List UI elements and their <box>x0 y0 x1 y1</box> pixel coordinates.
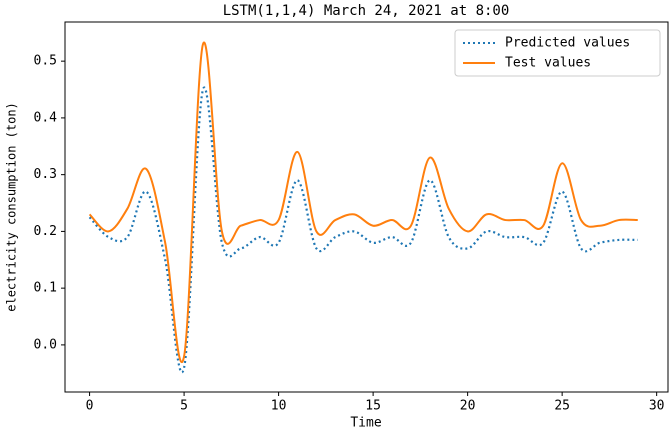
y-axis-label: electricity consumption (ton) <box>5 102 19 312</box>
series-line <box>88 86 638 373</box>
y-tick-label: 0.1 <box>34 281 57 296</box>
x-tick-label: 25 <box>554 399 570 414</box>
chart-title: LSTM(1,1,4) March 24, 2021 at 8:00 <box>223 3 510 19</box>
x-tick-label: 30 <box>649 399 665 414</box>
x-tick-label: 5 <box>180 399 188 414</box>
legend-label: Test values <box>505 56 591 71</box>
series-line <box>88 41 638 364</box>
y-tick-label: 0.5 <box>34 54 57 69</box>
y-tick-label: 0.0 <box>34 337 57 352</box>
legend-label: Predicted values <box>505 36 630 51</box>
x-tick-label: 0 <box>86 399 94 414</box>
y-tick-label: 0.3 <box>34 167 57 182</box>
x-axis-label: Time <box>350 416 381 430</box>
y-tick-label: 0.4 <box>34 110 58 125</box>
x-tick-label: 10 <box>271 399 287 414</box>
legend-box <box>454 29 661 77</box>
x-tick-label: 20 <box>460 399 476 414</box>
x-tick-label: 15 <box>365 399 381 414</box>
y-tick-label: 0.2 <box>34 224 57 239</box>
plot-frame <box>64 21 669 393</box>
